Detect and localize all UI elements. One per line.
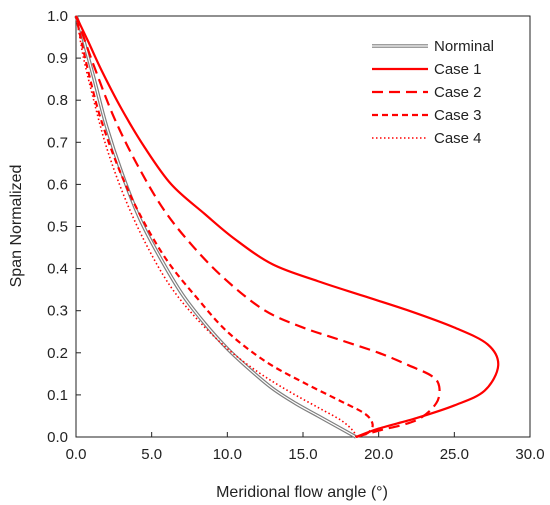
y-tick-label: 0.0 — [47, 429, 68, 446]
y-tick-label: 0.6 — [47, 176, 68, 193]
x-tick-label: 20.0 — [364, 446, 393, 463]
legend-item-case-1: Case 1 — [372, 61, 482, 78]
series-line-case-3 — [74, 15, 374, 439]
x-tick-label: 30.0 — [515, 446, 544, 463]
y-tick-label: 0.3 — [47, 303, 68, 320]
legend-label: Case 1 — [434, 61, 482, 78]
axes: 0.0 5.0 10.0 15.0 20.0 25.0 30.0 0.0 0.1 0.2 0.3 0.… — [47, 8, 544, 463]
series-line-case-4 — [75, 15, 357, 438]
y-tick-label: 0.8 — [47, 92, 68, 109]
y-tick-label: 0.5 — [47, 219, 68, 236]
x-tick-label: 5.0 — [141, 446, 162, 463]
y-tick-label: 0.9 — [47, 50, 68, 67]
legend-item-case-2: Case 2 — [372, 84, 482, 101]
legend-item-norminal: Norminal — [372, 38, 494, 55]
series-line-case-1 — [75, 15, 500, 439]
x-tick-label: 25.0 — [440, 446, 469, 463]
legend: Norminal Case 1 Case 2 Case 3 Case 4 — [372, 38, 494, 147]
legend-label: Norminal — [434, 38, 494, 55]
series-line-case-2 — [74, 15, 441, 439]
series-line-norminal — [74, 15, 357, 439]
x-tick-label: 15.0 — [288, 446, 317, 463]
legend-item-case-4: Case 4 — [372, 130, 482, 147]
x-axis-title: Meridional flow angle (°) — [216, 484, 388, 501]
legend-label: Case 2 — [434, 84, 482, 101]
y-tick-label: 0.1 — [47, 387, 68, 404]
y-tick-label: 1.0 — [47, 8, 68, 25]
legend-label: Case 4 — [434, 130, 482, 147]
legend-label: Case 3 — [434, 107, 482, 124]
series-line-norminal-inner — [75, 15, 357, 438]
x-tick-label: 0.0 — [66, 446, 87, 463]
plot-series — [74, 15, 500, 439]
y-axis-title: Span Normalized — [8, 165, 25, 288]
y-tick-label: 0.2 — [47, 345, 68, 362]
y-tick-label: 0.4 — [47, 261, 68, 278]
x-tick-label: 10.0 — [213, 446, 242, 463]
y-tick-label: 0.7 — [47, 134, 68, 151]
legend-item-case-3: Case 3 — [372, 107, 482, 124]
